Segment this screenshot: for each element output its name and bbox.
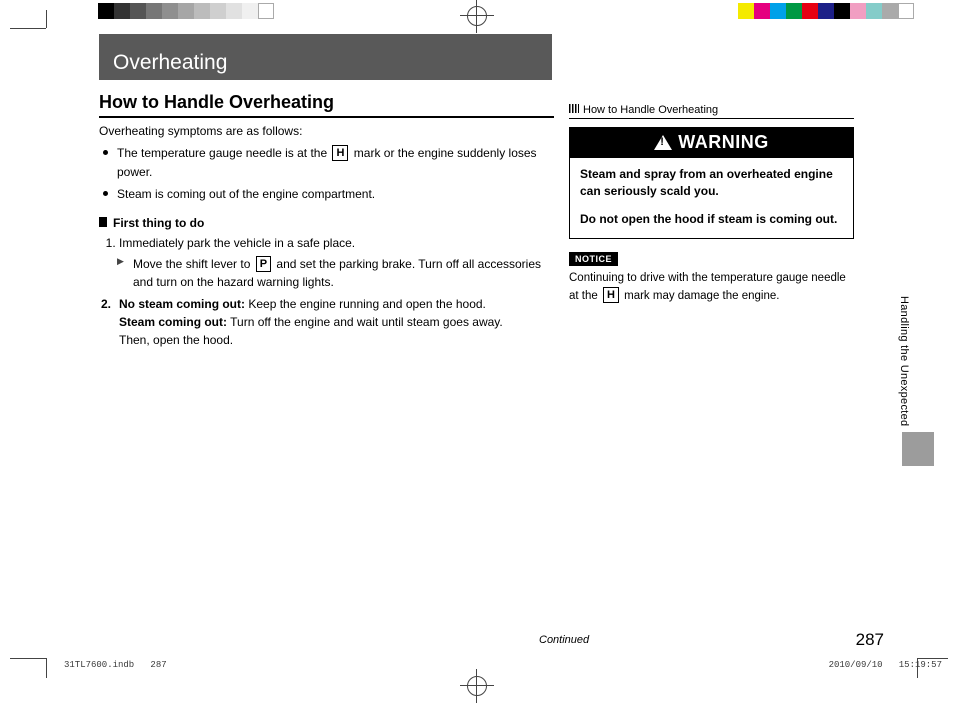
symptom-bullets: The temperature gauge needle is at the H… <box>103 144 554 204</box>
color-swatch <box>146 3 162 19</box>
footer-right: 2010/09/10 15:19:57 <box>829 660 942 670</box>
registration-mark-bottom <box>464 673 490 699</box>
first-thing-label: First thing to do <box>113 216 204 230</box>
color-swatch <box>898 3 914 19</box>
color-swatch <box>130 3 146 19</box>
h-indicator-box: H <box>603 287 619 303</box>
color-swatch <box>178 3 194 19</box>
side-column: How to Handle Overheating WARNING Steam … <box>569 104 854 305</box>
h-indicator-box: H <box>332 145 348 161</box>
step-1-substep: Move the shift lever to P and set the pa… <box>119 255 554 291</box>
color-swatch <box>850 3 866 19</box>
color-swatch <box>866 3 882 19</box>
footer-page: 287 <box>150 660 166 670</box>
notice-post: mark may damage the engine. <box>621 290 780 302</box>
color-swatch <box>738 3 754 19</box>
right-swatch-group <box>738 3 914 19</box>
crop-mark-bl <box>10 648 46 684</box>
color-swatch <box>258 3 274 19</box>
print-footer-meta: 31TL7600.indb 287 2010/09/10 15:19:57 <box>64 660 942 670</box>
steam-text: Turn off the engine and wait until steam… <box>227 315 503 329</box>
color-swatch <box>98 3 114 19</box>
notice-label: NOTICE <box>569 252 618 266</box>
warning-body: Steam and spray from an overheated engin… <box>570 158 853 238</box>
warning-label: WARNING <box>678 132 769 153</box>
bullet-item: Steam is coming out of the engine compar… <box>103 185 554 204</box>
color-swatch <box>226 3 242 19</box>
color-swatch <box>242 3 258 19</box>
step-2-then: Then, open the hood. <box>119 331 554 349</box>
section-marker-icon <box>99 217 107 227</box>
notice-block: NOTICE Continuing to drive with the temp… <box>569 249 854 304</box>
no-steam-text: Keep the engine running and open the hoo… <box>245 297 486 311</box>
warning-p2: Do not open the hood if steam is coming … <box>580 211 843 228</box>
page-number: 287 <box>856 630 884 650</box>
color-swatch <box>114 3 130 19</box>
step-2-line-2: Steam coming out: Turn off the engine an… <box>119 313 554 331</box>
color-swatch <box>834 3 850 19</box>
crop-mark-tl <box>10 10 46 46</box>
color-swatch <box>210 3 226 19</box>
side-tab-grey-block <box>902 432 934 466</box>
side-reference: How to Handle Overheating <box>569 104 854 119</box>
notice-text: Continuing to drive with the temperature… <box>569 270 854 304</box>
color-swatch <box>818 3 834 19</box>
step-1-text: Immediately park the vehicle in a safe p… <box>119 236 355 250</box>
substep-pre: Move the shift lever to <box>133 257 254 271</box>
reference-icon <box>569 104 579 113</box>
first-thing-heading: First thing to do <box>99 216 554 230</box>
section-heading: How to Handle Overheating <box>99 92 554 118</box>
p-indicator-box: P <box>256 256 271 272</box>
step-2-line-1: No steam coming out: Keep the engine run… <box>119 295 554 313</box>
intro-text: Overheating symptoms are as follows: <box>99 124 554 138</box>
footer-time: 15:19:57 <box>899 660 942 670</box>
warning-p1: Steam and spray from an overheated engin… <box>580 166 843 201</box>
steam-label: Steam coming out: <box>119 315 227 329</box>
registration-mark-top <box>464 3 490 29</box>
bullet-text: Steam is coming out of the engine compar… <box>117 187 375 201</box>
color-swatch <box>786 3 802 19</box>
no-steam-label: No steam coming out: <box>119 297 245 311</box>
chapter-title-bar: Overheating <box>99 34 552 80</box>
procedure-steps: Immediately park the vehicle in a safe p… <box>119 234 554 349</box>
left-swatch-group <box>98 3 274 19</box>
color-swatch <box>882 3 898 19</box>
chapter-side-tab: Handling the Unexpected <box>898 296 910 426</box>
footer-date: 2010/09/10 <box>829 660 883 670</box>
color-swatch <box>162 3 178 19</box>
color-swatch <box>802 3 818 19</box>
footer-left: 31TL7600.indb 287 <box>64 660 167 670</box>
warning-header: WARNING <box>570 128 853 158</box>
bullet-item: The temperature gauge needle is at the H… <box>103 144 554 181</box>
continued-label: Continued <box>539 634 589 646</box>
footer-file: 31TL7600.indb <box>64 660 134 670</box>
warning-triangle-icon <box>654 135 672 150</box>
main-column: How to Handle Overheating Overheating sy… <box>99 92 554 353</box>
step-2: 2. No steam coming out: Keep the engine … <box>119 295 554 349</box>
step-1: Immediately park the vehicle in a safe p… <box>119 234 554 291</box>
color-swatch <box>194 3 210 19</box>
chapter-title: Overheating <box>113 51 227 75</box>
warning-box: WARNING Steam and spray from an overheat… <box>569 127 854 239</box>
side-reference-text: How to Handle Overheating <box>583 104 718 116</box>
color-swatch <box>754 3 770 19</box>
page-frame: Overheating How to Handle Overheating Ov… <box>54 34 934 650</box>
step-2-number: 2. <box>101 295 111 313</box>
bullet-text-pre: The temperature gauge needle is at the <box>117 146 330 160</box>
color-swatch <box>770 3 786 19</box>
